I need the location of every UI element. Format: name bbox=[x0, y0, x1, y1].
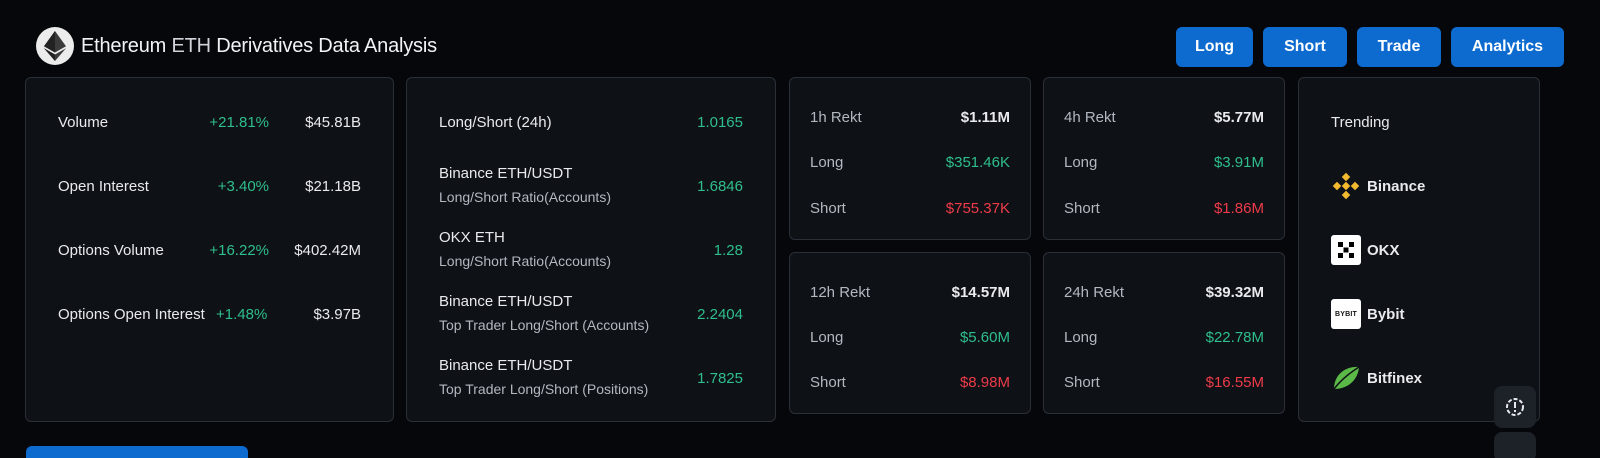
page-header: Ethereum ETH Derivatives Data Analysis bbox=[36, 26, 437, 66]
ratio-subtitle: Long/Short Ratio(Accounts) bbox=[439, 253, 611, 269]
header-nav: Long Short Trade Analytics bbox=[1176, 27, 1564, 67]
rekt-period: 1h Rekt bbox=[810, 109, 862, 126]
metric-label: Volume bbox=[58, 114, 109, 131]
ratio-value: 2.2404 bbox=[697, 306, 743, 323]
metric-change: +16.22% bbox=[209, 242, 269, 259]
rekt-total: $5.77M bbox=[1213, 109, 1264, 126]
ratio-value: 1.6846 bbox=[697, 178, 743, 195]
rekt-long-label: Long bbox=[1064, 154, 1098, 171]
metric-value: $21.18B bbox=[305, 178, 361, 195]
page-title: Ethereum ETH Derivatives Data Analysis bbox=[81, 35, 437, 58]
rekt-total: $14.57M bbox=[951, 284, 1010, 301]
rekt-short-label: Short bbox=[810, 200, 846, 217]
trending-item-label: Bitfinex bbox=[1367, 369, 1423, 387]
bybit-icon-text: BYBIT bbox=[1335, 310, 1357, 318]
trending-item-label: OKX bbox=[1367, 241, 1400, 259]
ratio-title: Long/Short (24h) bbox=[439, 114, 552, 131]
okx-icon bbox=[1331, 235, 1361, 265]
ratio-title: Binance ETH/USDT bbox=[439, 165, 573, 182]
rekt-card-4h: 4h Rekt $5.77M Long $3.91M Short $1.86M bbox=[1043, 77, 1285, 240]
trending-item-bybit[interactable]: BYBIT Bybit bbox=[1331, 299, 1405, 329]
rekt-short-value: $1.86M bbox=[1213, 200, 1264, 217]
trending-item-label: Bybit bbox=[1367, 305, 1405, 323]
analytics-button[interactable]: Analytics bbox=[1451, 27, 1564, 67]
metric-value: $3.97B bbox=[313, 306, 361, 323]
metric-label: Options Volume bbox=[58, 242, 164, 259]
rekt-long-value: $351.46K bbox=[945, 154, 1010, 171]
trending-item-okx[interactable]: OKX bbox=[1331, 235, 1400, 265]
rekt-short-label: Short bbox=[1064, 200, 1100, 217]
trending-item-label: Binance bbox=[1367, 177, 1426, 195]
ratio-value: 1.0165 bbox=[697, 114, 743, 131]
trade-button[interactable]: Trade bbox=[1357, 27, 1441, 67]
feedback-button[interactable] bbox=[1494, 386, 1536, 428]
metric-change: +1.48% bbox=[216, 306, 268, 323]
rekt-long-label: Long bbox=[810, 329, 844, 346]
ratio-value: 1.28 bbox=[713, 242, 743, 259]
rekt-long-value: $5.60M bbox=[959, 329, 1010, 346]
rekt-card-12h: 12h Rekt $14.57M Long $5.60M Short $8.98… bbox=[789, 252, 1031, 414]
title-main: Ethereum bbox=[81, 34, 172, 57]
trending-card: Trending Binance bbox=[1298, 77, 1540, 422]
rekt-card-1h: 1h Rekt $1.11M Long $351.46K Short $755.… bbox=[789, 77, 1031, 240]
rekt-short-value: $16.55M bbox=[1205, 374, 1264, 391]
metric-value: $45.81B bbox=[305, 114, 361, 131]
title-symbol: ETH bbox=[171, 34, 211, 57]
rekt-long-value: $3.91M bbox=[1213, 154, 1264, 171]
metric-label: Options Open Interest bbox=[58, 306, 205, 323]
rekt-card-24h: 24h Rekt $39.32M Long $22.78M Short $16.… bbox=[1043, 252, 1285, 414]
ratio-subtitle: Long/Short Ratio(Accounts) bbox=[439, 189, 611, 205]
ethereum-logo-icon bbox=[36, 27, 74, 65]
rekt-long-label: Long bbox=[1064, 329, 1098, 346]
trending-item-binance[interactable]: Binance bbox=[1331, 171, 1425, 201]
rekt-period: 4h Rekt bbox=[1064, 109, 1116, 126]
ratio-title: Binance ETH/USDT bbox=[439, 293, 573, 310]
alert-gear-icon bbox=[1506, 398, 1524, 416]
metric-change: +21.81% bbox=[209, 114, 269, 131]
rekt-period: 12h Rekt bbox=[810, 284, 871, 301]
metric-value: $402.42M bbox=[294, 242, 361, 259]
metric-change: +3.40% bbox=[217, 178, 269, 195]
rekt-short-label: Short bbox=[1064, 374, 1100, 391]
scroll-top-button[interactable] bbox=[1494, 432, 1536, 458]
trending-title: Trending bbox=[1331, 114, 1390, 131]
rekt-long-value: $22.78M bbox=[1205, 329, 1264, 346]
metrics-card: Volume +21.81% $45.81B Open Interest +3.… bbox=[25, 77, 394, 422]
ratio-title: OKX ETH bbox=[439, 229, 505, 246]
trending-item-bitfinex[interactable]: Bitfinex bbox=[1331, 363, 1422, 393]
metric-label: Open Interest bbox=[58, 178, 149, 195]
short-button[interactable]: Short bbox=[1263, 27, 1347, 67]
ratio-subtitle: Top Trader Long/Short (Positions) bbox=[439, 381, 649, 397]
rekt-total: $1.11M bbox=[960, 109, 1010, 126]
binance-icon bbox=[1331, 171, 1361, 201]
rekt-long-label: Long bbox=[810, 154, 844, 171]
rekt-period: 24h Rekt bbox=[1064, 284, 1125, 301]
rekt-short-value: $755.37K bbox=[945, 200, 1010, 217]
ratio-subtitle: Top Trader Long/Short (Accounts) bbox=[439, 317, 650, 333]
ratios-card: Long/Short (24h) 1.0165 Binance ETH/USDT… bbox=[406, 77, 776, 422]
ratio-value: 1.7825 bbox=[697, 370, 743, 387]
long-button[interactable]: Long bbox=[1176, 27, 1253, 67]
bybit-icon: BYBIT bbox=[1331, 299, 1361, 329]
rekt-short-value: $8.98M bbox=[959, 374, 1010, 391]
page-scrollbar[interactable] bbox=[1584, 0, 1600, 458]
ratio-title: Binance ETH/USDT bbox=[439, 357, 573, 374]
title-rest: Derivatives Data Analysis bbox=[210, 34, 437, 57]
rekt-short-label: Short bbox=[810, 374, 846, 391]
bottom-action-button[interactable] bbox=[26, 446, 248, 458]
rekt-total: $39.32M bbox=[1205, 284, 1264, 301]
bitfinex-icon bbox=[1331, 363, 1361, 393]
